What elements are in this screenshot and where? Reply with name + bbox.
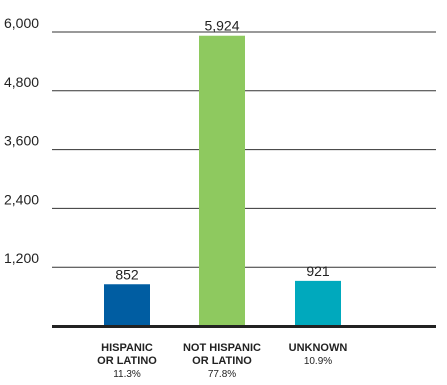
category-label: HISPANIC bbox=[101, 342, 153, 354]
y-tick-label: 4,800 bbox=[4, 74, 39, 90]
data-label: 852 bbox=[115, 266, 139, 282]
y-tick-label: 1,200 bbox=[4, 250, 39, 266]
bars bbox=[104, 35, 341, 326]
y-tick-label: 2,400 bbox=[4, 191, 39, 207]
category-percent-label: 11.3% bbox=[113, 369, 141, 380]
category-label: OR LATINO bbox=[192, 355, 252, 367]
category-label: NOT HISPANIC bbox=[183, 342, 261, 354]
category-label: UNKNOWN bbox=[289, 342, 348, 354]
bar bbox=[199, 35, 245, 326]
y-tick-label: 6,000 bbox=[4, 15, 39, 31]
category-percent-label: 10.9% bbox=[304, 356, 332, 367]
data-label: 5,924 bbox=[204, 18, 239, 34]
bar bbox=[295, 280, 341, 326]
category-percent-label: 77.8% bbox=[208, 369, 236, 380]
y-tick-label: 3,600 bbox=[4, 133, 39, 149]
data-label: 921 bbox=[306, 263, 330, 279]
bar bbox=[104, 284, 150, 326]
category-label: OR LATINO bbox=[97, 355, 157, 367]
